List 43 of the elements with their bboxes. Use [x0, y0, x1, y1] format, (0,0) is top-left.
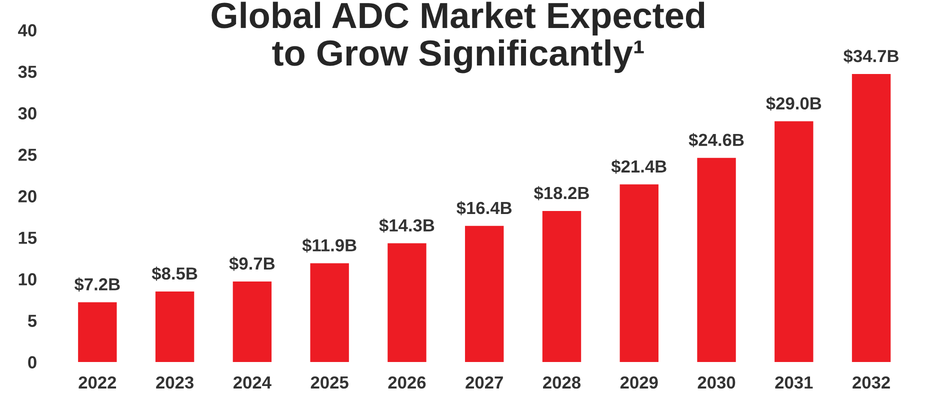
y-tick-label: 30	[18, 107, 36, 120]
x-tick-label: 2024	[233, 376, 272, 389]
x-tick-label: 2022	[78, 376, 116, 389]
bar	[774, 121, 814, 362]
x-tick-label: 2028	[543, 376, 581, 389]
data-label: $16.4B	[456, 201, 512, 216]
x-tick-label: 2031	[775, 376, 813, 389]
y-tick-label: 20	[18, 190, 36, 202]
bar	[852, 74, 891, 362]
data-label: $21.4B	[611, 160, 666, 174]
data-label: $14.3B	[379, 218, 434, 233]
x-tick-label: 2023	[156, 376, 194, 389]
data-label: $9.7B	[229, 256, 275, 271]
data-label: $29.0B	[766, 96, 822, 111]
data-label: $8.5B	[152, 266, 198, 281]
bar	[78, 302, 117, 362]
data-label: $34.7B	[844, 49, 898, 64]
x-tick-label: 2029	[620, 376, 658, 389]
y-tick-label: 15	[18, 232, 37, 244]
data-label: $18.2B	[534, 186, 589, 200]
x-tick-label: 2025	[310, 376, 348, 389]
y-tick-label: 25	[18, 148, 37, 161]
x-tick-label: 2027	[466, 376, 503, 389]
bar	[697, 158, 736, 362]
chart-title: Global ADC Market Expected to Grow Significantly¹	[212, 2, 704, 74]
bar	[465, 226, 504, 362]
y-tick-label: 5	[28, 314, 37, 327]
y-tick-label: 40	[18, 24, 36, 36]
x-tick-label: 2026	[388, 376, 426, 389]
x-tick-label: 2032	[852, 376, 890, 389]
bar	[155, 291, 194, 362]
y-tick-label: 10	[18, 273, 36, 286]
bar	[620, 184, 658, 362]
data-label: $24.6B	[688, 133, 744, 148]
bar	[542, 210, 582, 362]
y-tick-label: 35	[18, 66, 37, 78]
x-tick-label: 2030	[698, 376, 736, 389]
y-tick-label: 0	[28, 356, 36, 368]
bar	[388, 243, 426, 362]
data-label: $11.9B	[302, 238, 356, 253]
bar	[310, 263, 349, 362]
bar	[232, 281, 272, 362]
data-label: $7.2B	[74, 277, 120, 292]
